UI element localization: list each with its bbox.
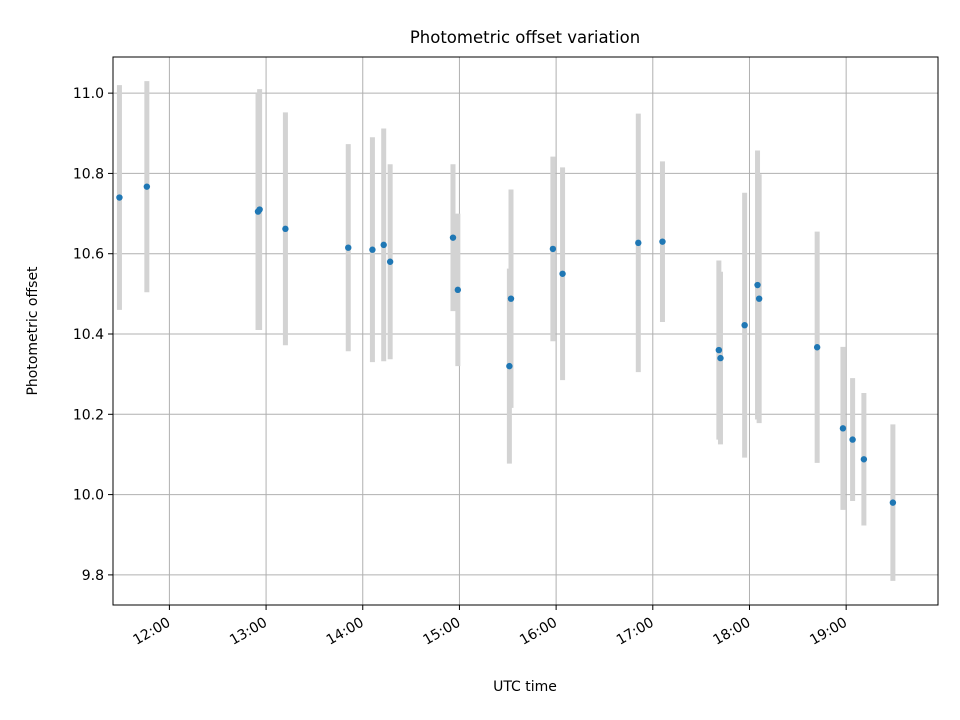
- y-axis-label: Photometric offset: [25, 266, 41, 396]
- data-point: [143, 183, 151, 190]
- data-point: [454, 286, 462, 294]
- data-point: [369, 246, 376, 253]
- y-tick-label: 10.2: [73, 407, 104, 423]
- plot-frame: [112, 56, 939, 606]
- data-point: [755, 295, 763, 302]
- data-point: [506, 362, 513, 370]
- y-tick-label: 10.6: [73, 247, 104, 263]
- data-point: [754, 281, 761, 289]
- data-point: [549, 245, 557, 253]
- data-point: [849, 436, 856, 443]
- y-tick-label: 10.0: [73, 488, 104, 504]
- data-point: [559, 270, 566, 277]
- plot-background: [113, 57, 938, 605]
- x-tick-label: 19:00: [807, 615, 850, 649]
- y-tick-label: 9.8: [82, 568, 104, 584]
- x-axis-ticks: 12:00 13:00 14:00 15:00 16:00 17:00 18:00 19:00: [130, 605, 850, 649]
- x-tick-label: 13:00: [227, 615, 270, 649]
- data-point: [715, 346, 723, 354]
- x-tick-label: 12:00: [130, 615, 173, 649]
- data-point: [889, 499, 897, 506]
- data-point: [813, 344, 821, 351]
- data-point: [717, 354, 724, 362]
- data-point: [449, 234, 457, 241]
- data-point: [345, 244, 352, 251]
- data-point: [116, 194, 123, 201]
- data-point: [741, 321, 748, 329]
- data-point: [256, 206, 263, 213]
- data-point: [386, 258, 394, 265]
- grid: [113, 57, 938, 605]
- data-point: [839, 425, 847, 432]
- data-point: [659, 238, 666, 245]
- data-point: [860, 456, 868, 463]
- data-point: [635, 239, 642, 247]
- y-tick-label: 10.8: [73, 166, 104, 182]
- x-axis-label: UTC time: [493, 679, 557, 695]
- data-point: [380, 241, 387, 249]
- chart-title: Photometric offset variation: [410, 28, 640, 47]
- data-points: [116, 183, 897, 506]
- x-tick-label: 15:00: [420, 615, 463, 649]
- y-axis-ticks: 9.8 10.0 10.2 10.4 10.6 10.8 11.0: [73, 86, 113, 584]
- x-tick-label: 14:00: [324, 615, 367, 649]
- x-tick-label: 17:00: [614, 615, 657, 649]
- x-tick-label: 18:00: [711, 615, 754, 649]
- y-tick-label: 11.0: [73, 86, 104, 102]
- data-point: [282, 225, 289, 233]
- x-tick-label: 16:00: [517, 615, 560, 649]
- data-point: [507, 295, 515, 302]
- y-tick-label: 10.4: [73, 327, 104, 343]
